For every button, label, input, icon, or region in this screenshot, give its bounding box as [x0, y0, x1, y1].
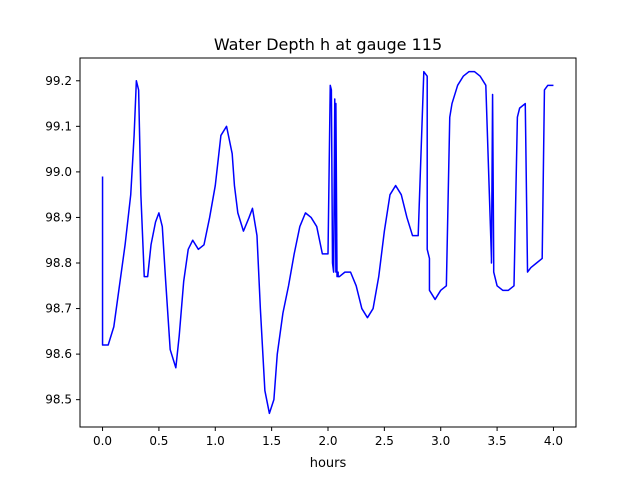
- y-tick-label: 98.5: [45, 393, 72, 407]
- water-depth-line: [101, 70, 554, 415]
- x-tick-label: 4.0: [544, 434, 563, 448]
- axis-ticks: 0.0 0.5 1.0 1.5 2.0 2.5 3.0 3.5 4.0 98.5 98.6 98.7 9…: [45, 74, 563, 448]
- y-tick-label: 98.8: [45, 256, 72, 270]
- plot-frame: [79, 57, 577, 428]
- x-tick-label: 0.0: [93, 434, 112, 448]
- chart-title: Water Depth h at gauge 115: [214, 35, 442, 54]
- x-tick-label: 0.5: [149, 434, 168, 448]
- x-tick-label: 3.0: [431, 434, 450, 448]
- y-tick-label: 99.2: [45, 74, 72, 88]
- y-tick-label: 98.6: [45, 347, 72, 361]
- y-tick-label: 98.7: [45, 302, 72, 316]
- y-tick-label: 99.1: [45, 119, 72, 133]
- x-tick-label: 2.5: [375, 434, 394, 448]
- y-tick-label: 98.9: [45, 210, 72, 224]
- x-tick-label: 3.5: [488, 434, 507, 448]
- x-axis-label: hours: [310, 456, 347, 471]
- x-tick-label: 2.0: [318, 434, 337, 448]
- x-tick-label: 1.0: [206, 434, 225, 448]
- series-layer: [101, 70, 554, 415]
- y-tick-label: 99.0: [45, 165, 72, 179]
- x-tick-label: 1.5: [262, 434, 281, 448]
